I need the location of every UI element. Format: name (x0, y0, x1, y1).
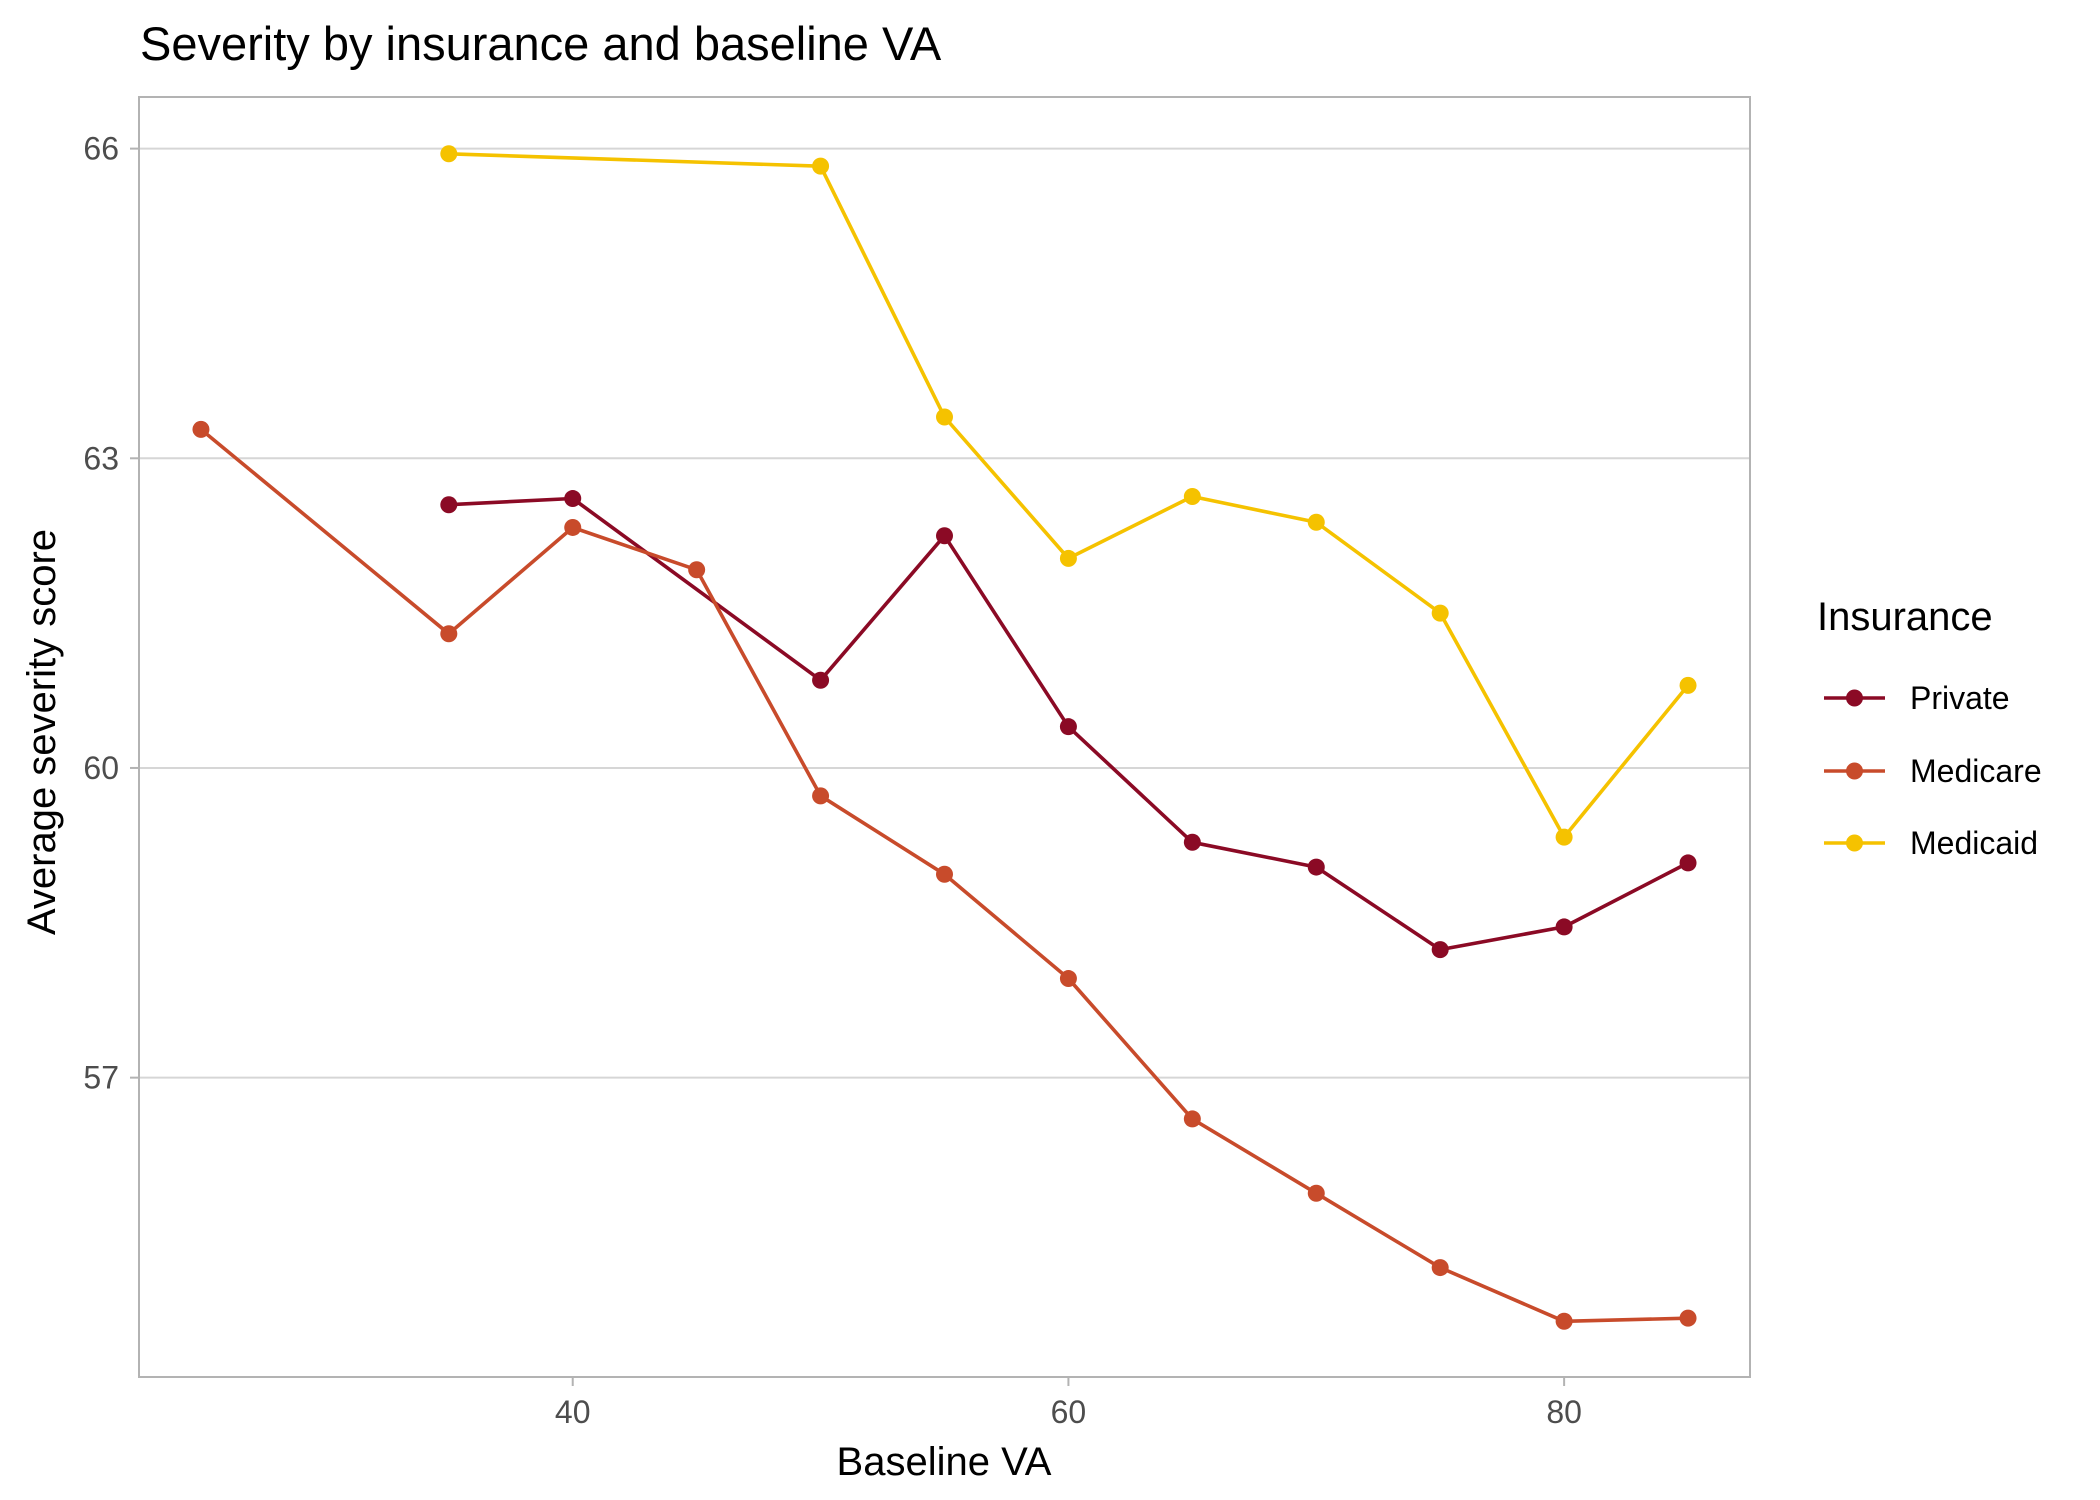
series-line-medicare (199, 428, 1689, 1324)
series-line-private (448, 496, 1689, 952)
data-point-medicaid (440, 145, 458, 163)
y-tick-label: 60 (83, 750, 119, 786)
axis-ticks: 57 60 63 66 40 60 80 (83, 131, 1582, 1430)
x-tick-label: 40 (555, 1394, 591, 1430)
series-medicaid (440, 145, 1697, 846)
data-point-private (1307, 858, 1325, 876)
data-point-medicare (1059, 970, 1077, 988)
data-point-private (1431, 941, 1449, 959)
legend-item-medicare: Medicare (1824, 753, 2042, 789)
legend: Insurance Private Medicare Medicaid (1817, 595, 2042, 861)
legend-key-point (1846, 834, 1863, 852)
x-tick-label: 60 (1051, 1394, 1087, 1430)
data-point-medicaid (1679, 676, 1697, 694)
data-point-private (1183, 833, 1201, 851)
data-point-medicaid (936, 408, 953, 426)
data-point-medicaid (1555, 828, 1573, 846)
series-medicare (192, 420, 1697, 1330)
data-point-medicaid (1059, 549, 1077, 567)
data-point-medicaid (1307, 513, 1325, 531)
legend-key-point (1846, 762, 1863, 780)
data-point-private (440, 496, 458, 514)
data-point-medicare (1679, 1309, 1697, 1327)
data-point-private (1679, 854, 1697, 872)
data-point-medicare (812, 787, 830, 805)
data-point-medicare (1307, 1184, 1325, 1202)
legend-item-medicaid: Medicaid (1824, 825, 2038, 861)
data-point-medicaid (812, 157, 830, 175)
data-point-private (1059, 718, 1077, 736)
data-point-medicaid (1431, 604, 1449, 622)
y-tick-label: 63 (83, 440, 119, 476)
legend-label: Medicare (1910, 753, 2042, 789)
chart-title: Severity by insurance and baseline VA (140, 17, 942, 70)
data-point-medicare (688, 561, 706, 579)
y-tick-label: 66 (83, 131, 119, 167)
plot-panel-border (138, 96, 1751, 1378)
data-point-medicare (192, 420, 210, 438)
series-layer (192, 145, 1697, 1330)
data-point-medicare (936, 865, 953, 883)
x-tick-label: 80 (1546, 1394, 1582, 1430)
data-point-private (1555, 918, 1573, 936)
data-point-medicaid (1183, 487, 1201, 505)
data-point-private (812, 671, 830, 689)
legend-title: Insurance (1817, 595, 1993, 639)
y-tick-label: 57 (83, 1060, 119, 1096)
legend-item-private: Private (1824, 680, 2010, 716)
legend-key-point (1846, 689, 1863, 707)
data-point-medicare (440, 625, 458, 643)
series-private (440, 490, 1697, 959)
data-point-private (936, 527, 953, 545)
data-point-medicare (1555, 1312, 1573, 1330)
data-point-private (564, 490, 582, 508)
legend-label: Private (1910, 680, 2010, 716)
x-axis-title: Baseline VA (837, 1440, 1052, 1484)
data-point-medicare (1183, 1110, 1201, 1128)
data-point-medicare (1431, 1259, 1449, 1277)
y-axis-title: Average severity score (20, 529, 64, 935)
gridlines (139, 147, 1750, 1079)
data-point-medicare (564, 518, 582, 536)
legend-label: Medicaid (1910, 825, 2038, 861)
